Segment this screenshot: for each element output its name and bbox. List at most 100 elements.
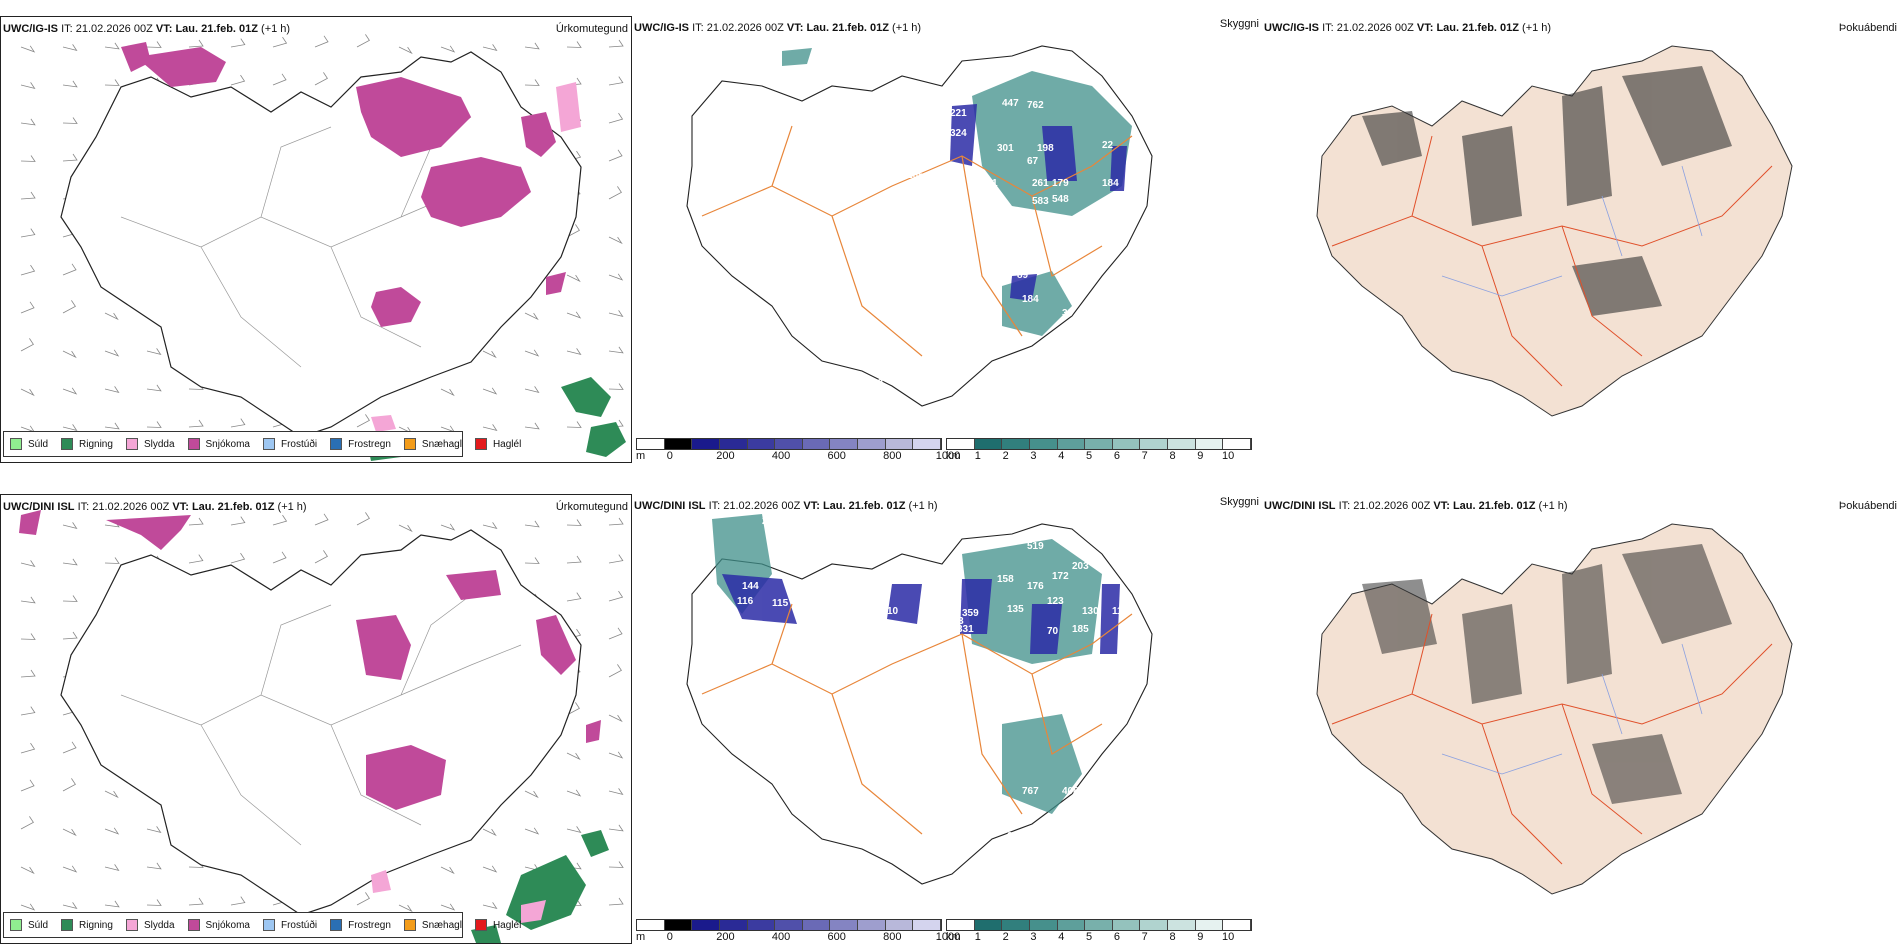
wind-barb — [62, 631, 78, 640]
wind-barb — [20, 118, 36, 126]
colorbar-unit: km — [946, 931, 961, 943]
wind-barb — [566, 826, 582, 834]
visibility-colorbar-ticks: km 1 2 3 4 5 6 7 8 9 10 — [946, 450, 1252, 463]
panel-header: UWC/IG-IS IT: 21.02.2026 00Z VT: Lau. 21… — [3, 23, 291, 35]
colorbar-unit: m — [636, 450, 646, 462]
wind-barb — [146, 826, 162, 834]
wind-barb — [482, 902, 498, 910]
wind-barb — [356, 512, 370, 526]
wind-barb — [524, 42, 540, 50]
model-name: UWC/IG-IS — [3, 23, 58, 35]
swatch-freezing-drizzle — [262, 438, 275, 450]
wind-barb — [188, 517, 204, 526]
wind-barb — [146, 421, 162, 428]
precip-type-legend: Súld Rigning Slydda Snjókoma Frostúði Fr… — [3, 431, 521, 457]
valid-time: Lau. 21.feb. 01Z — [175, 23, 258, 35]
wind-barb — [20, 596, 36, 604]
colorbar-segment — [1223, 920, 1251, 930]
wind-barb — [608, 627, 623, 640]
panel-fog-row2: UWC/DINI ISL IT: 21.02.2026 00Z VT: Lau.… — [1262, 494, 1900, 944]
wind-barb — [146, 384, 162, 392]
wind-barb — [146, 348, 162, 356]
panel-header: UWC/DINI ISL IT: 21.02.2026 00Z VT: Lau.… — [634, 500, 938, 512]
wind-barb — [482, 424, 498, 432]
snow-areas — [121, 42, 566, 327]
peak-label: 258 — [787, 558, 804, 569]
wind-barb — [314, 35, 329, 48]
legend-item-hail: Haglél — [474, 438, 521, 450]
panel-visibility-row2: UWC/DINI ISL IT: 21.02.2026 00Z VT: Lau.… — [632, 494, 1262, 944]
wind-barb — [608, 149, 623, 162]
wind-barb — [104, 790, 119, 799]
wind-barb — [104, 827, 120, 835]
wind-barb — [188, 419, 204, 428]
peak-label: 35 — [802, 616, 814, 627]
peak-label: 135 — [1007, 604, 1024, 615]
panel-header: UWC/DINI ISL IT: 21.02.2026 00Z VT: Lau.… — [1264, 500, 1568, 512]
peak-label: 11 — [987, 178, 998, 189]
colorbar-segment — [830, 920, 858, 930]
wind-barb — [608, 590, 624, 602]
colorbar-segment — [1195, 439, 1224, 449]
wind-barb — [20, 301, 35, 314]
roads — [1331, 613, 1773, 865]
wind-barb — [524, 520, 540, 528]
colorbar-segment — [775, 439, 803, 449]
colorbar-tick: 9 — [1197, 931, 1204, 943]
cloudbase-areas — [722, 574, 1120, 654]
colorbar-segment — [1002, 920, 1030, 930]
wind-barb — [608, 897, 624, 906]
peak-label: 132 — [1094, 230, 1111, 241]
wind-barb — [230, 38, 246, 48]
iceland-outline — [60, 529, 582, 916]
colorbar-segment — [637, 920, 665, 930]
colorbar-tick: 0 — [666, 931, 673, 943]
wind-barb — [104, 312, 119, 321]
wind-barb — [272, 551, 287, 564]
peak-label: 408 — [1062, 786, 1079, 797]
peak-label: 112 — [1112, 606, 1129, 617]
wind-barb — [314, 72, 328, 86]
wind-barb — [230, 74, 246, 86]
precip-type-legend: Súld Rigning Slydda Snjókoma Frostúði Fr… — [3, 912, 521, 938]
colorbar-tick: 2 — [1002, 931, 1009, 943]
colorbar-tick: 4 — [1058, 450, 1065, 462]
colorbar-tick: 3 — [1030, 931, 1037, 943]
wind-barb — [440, 903, 456, 911]
peak-label: 23 — [917, 213, 929, 224]
colorbar-tick: 5 — [1086, 931, 1093, 943]
colorbar-segment — [1140, 920, 1168, 930]
wind-barb — [62, 741, 77, 754]
wind-barb — [608, 346, 624, 354]
peak-label: 185 — [1072, 624, 1089, 635]
colorbar-tick: 1000 — [935, 931, 961, 943]
wind-barb — [62, 902, 78, 910]
wind-barb — [608, 236, 623, 245]
peak-label: 67 — [1027, 156, 1039, 167]
wind-barb — [608, 824, 624, 832]
wind-barb — [566, 41, 582, 48]
wind-barb — [62, 522, 78, 530]
colorbar-tick: 400 — [771, 931, 791, 943]
legend-item-freezing-drizzle: Frostúði — [262, 919, 317, 931]
model-name: UWC/DINI ISL — [3, 501, 75, 513]
legend-item-sudd: Súld — [10, 438, 48, 450]
wind-barb — [104, 386, 120, 394]
colorbar-segment — [719, 920, 748, 930]
wind-barb — [608, 186, 622, 200]
colorbar-tick: 400 — [771, 450, 791, 462]
colorbar-tick: 800 — [883, 931, 902, 943]
wind-barb — [398, 524, 413, 533]
panel-precip-type-row2: UWC/DINI ISL IT: 21.02.2026 00Z VT: Lau.… — [0, 494, 632, 944]
wind-barb — [62, 558, 78, 566]
peak-label: 261 — [1032, 178, 1049, 189]
colorbar-segment — [692, 439, 720, 449]
peak-label: 301 — [997, 143, 1014, 154]
wind-barb — [440, 45, 456, 53]
rivers — [1441, 165, 1703, 297]
iceland-land — [1316, 523, 1793, 895]
peak-label: 130 — [1082, 606, 1099, 617]
peak-label: 819 — [1077, 230, 1094, 241]
wind-barb — [440, 388, 455, 397]
wind-barb — [20, 338, 34, 352]
